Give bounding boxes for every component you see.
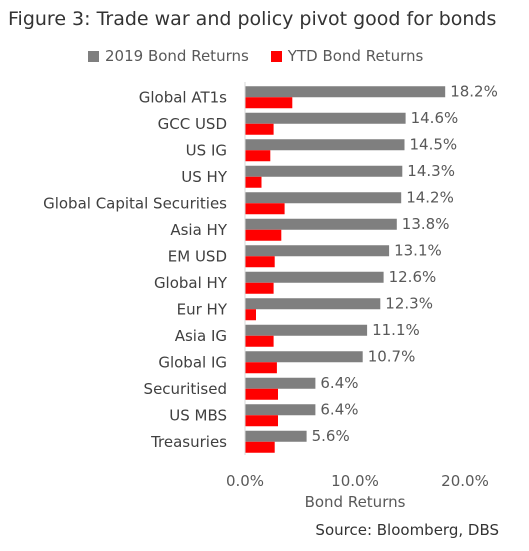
data-label-2019: 6.4% [320,400,358,418]
bar-2019 [245,112,406,124]
bar-ytd [245,388,278,400]
bar-2019 [245,86,446,98]
bar-ytd [245,229,282,241]
category-label: Global HY [154,274,228,292]
bar-2019 [245,271,384,283]
category-label: US HY [181,168,228,186]
bar-ytd [245,335,274,347]
legend-item-2019: 2019 Bond Returns [88,47,249,65]
category-label: Global AT1s [139,88,227,106]
data-label-2019: 13.8% [402,215,450,233]
bar-ytd [245,282,274,294]
data-label-2019: 13.1% [394,241,442,259]
category-label: Global Capital Securities [43,194,227,212]
bar-ytd [245,441,275,453]
category-label: EM USD [168,247,227,265]
bar-ytd [245,150,271,162]
data-label-2019: 18.2% [450,82,498,100]
bar-ytd [245,203,285,215]
category-label: Treasuries [150,433,227,451]
data-label-2019: 14.5% [410,135,458,153]
data-label-2019: 6.4% [320,374,358,392]
legend-label-2019: 2019 Bond Returns [105,47,249,65]
bar-ytd [245,309,256,321]
category-label: Securitised [144,380,227,398]
data-label-2019: 12.6% [389,268,437,286]
data-label-2019: 14.3% [407,162,455,180]
data-label-2019: 12.3% [385,294,433,312]
bar-ytd [245,97,293,109]
data-label-2019: 10.7% [368,347,416,365]
data-label-2019: 14.2% [406,188,454,206]
category-label: Asia IG [175,327,227,345]
category-label: Global IG [158,353,227,371]
bar-2019 [245,324,368,336]
bar-2019 [245,218,397,230]
bar-ytd [245,362,277,374]
bar-2019 [245,165,403,177]
data-label-2019: 14.6% [411,109,459,127]
category-label: US IG [186,141,227,159]
x-axis-title: Bond Returns [305,493,406,511]
legend-swatch-2019 [88,50,99,62]
legend-label-ytd: YTD Bond Returns [287,47,424,65]
category-label: US MBS [169,406,227,424]
source-note: Source: Bloomberg, DBS [315,521,499,539]
bar-2019 [245,139,405,151]
legend: 2019 Bond Returns YTD Bond Returns [88,47,445,65]
bar-2019 [245,377,316,389]
x-tick-label: 20.0% [441,472,489,490]
bar-2019 [245,351,363,363]
bar-ytd [245,256,275,268]
category-label: Eur HY [177,300,228,318]
chart-title: Figure 3: Trade war and policy pivot goo… [8,8,497,30]
bar-2019 [245,430,307,442]
data-label-2019: 5.6% [312,427,350,445]
bar-ytd [245,415,278,427]
legend-swatch-ytd [270,50,282,62]
category-label: GCC USD [158,115,227,133]
category-label: Asia HY [170,221,227,239]
x-tick-label: 0.0% [226,472,264,490]
x-tick-label: 10.0% [331,472,379,490]
legend-item-ytd: YTD Bond Returns [270,47,424,65]
data-label-2019: 11.1% [372,321,420,339]
bar-2019 [245,404,316,416]
bar-ytd [245,123,274,135]
bar-ytd [245,176,262,188]
bar-2019 [245,298,381,310]
bar-2019 [245,192,402,204]
bar-2019 [245,245,390,257]
